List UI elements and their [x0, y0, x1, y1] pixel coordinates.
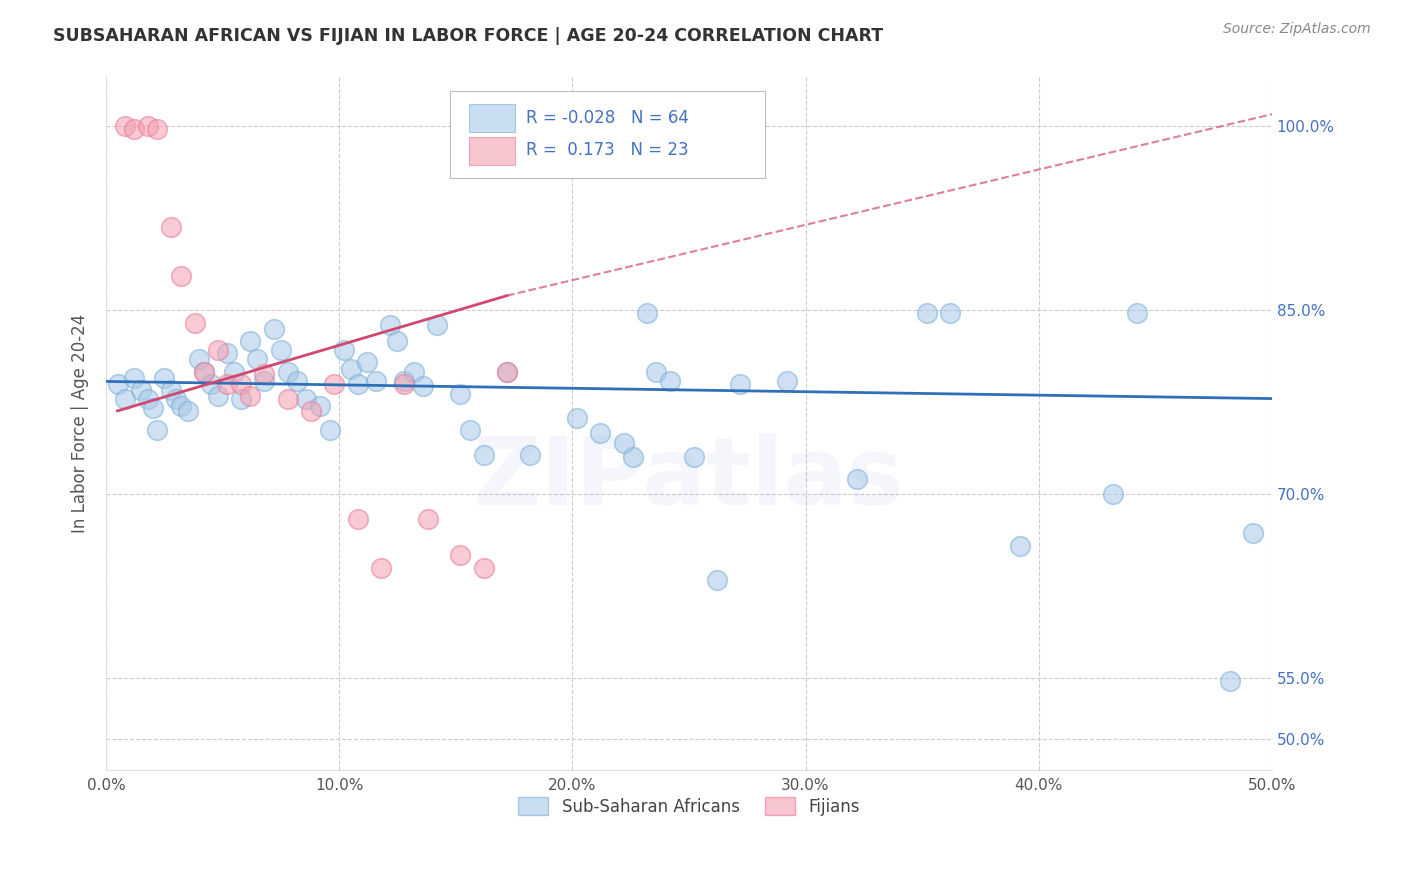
Point [621, 450, 644, 465]
Point [370, 560, 392, 574]
Text: R =  0.173   N = 23: R = 0.173 N = 23 [526, 141, 689, 159]
Text: SUBSAHARAN AFRICAN VS FIJIAN IN LABOR FORCE | AGE 20-24 CORRELATION CHART: SUBSAHARAN AFRICAN VS FIJIAN IN LABOR FO… [53, 27, 883, 45]
Point [682, 450, 704, 465]
Point [346, 376, 368, 391]
Point [645, 365, 668, 379]
Point [153, 370, 176, 384]
Point [845, 473, 868, 487]
Point [402, 365, 425, 379]
Point [319, 424, 342, 438]
Point [366, 375, 388, 389]
Point [394, 375, 416, 389]
Point [160, 383, 183, 397]
Point [107, 376, 129, 391]
Point [285, 375, 308, 389]
Point [253, 375, 276, 389]
Point [239, 334, 262, 348]
Point [146, 424, 169, 438]
Point [333, 343, 356, 357]
Point [253, 367, 276, 381]
Point [356, 355, 378, 369]
Point [1241, 526, 1264, 541]
Point [565, 411, 588, 425]
Point [122, 370, 145, 384]
Point [299, 404, 322, 418]
Point [207, 389, 229, 403]
Point [136, 120, 159, 134]
Point [1219, 673, 1241, 688]
Point [728, 376, 751, 391]
Point [188, 352, 211, 367]
Point [146, 122, 169, 136]
Point [122, 122, 145, 136]
Point [160, 219, 183, 234]
Point [169, 268, 191, 283]
Point [458, 424, 481, 438]
Point [339, 362, 361, 376]
Legend: Sub-Saharan Africans, Fijians: Sub-Saharan Africans, Fijians [510, 789, 868, 824]
Point [380, 318, 402, 332]
Point [200, 376, 222, 391]
Point [659, 375, 682, 389]
Point [412, 379, 434, 393]
Point [224, 365, 246, 379]
Point [277, 365, 299, 379]
Point [270, 343, 292, 357]
Point [141, 401, 163, 416]
Text: ZIPatlas: ZIPatlas [474, 434, 904, 525]
Point [776, 375, 799, 389]
Point [239, 389, 262, 403]
Point [346, 512, 368, 526]
Point [613, 435, 636, 450]
Y-axis label: In Labor Force | Age 20-24: In Labor Force | Age 20-24 [72, 314, 89, 533]
Point [193, 365, 215, 379]
Point [231, 392, 253, 406]
Point [416, 512, 439, 526]
Point [449, 549, 471, 563]
Point [277, 392, 299, 406]
Point [939, 306, 962, 320]
Point [309, 399, 332, 413]
Point [1125, 306, 1147, 320]
Point [1008, 539, 1031, 553]
Point [472, 560, 495, 574]
Point [246, 352, 269, 367]
Point [193, 365, 215, 379]
Point [915, 306, 938, 320]
Point [519, 448, 541, 462]
Point [472, 448, 495, 462]
Point [129, 383, 152, 397]
Point [496, 365, 519, 379]
Point [706, 573, 728, 587]
Point [263, 322, 285, 336]
Point [217, 376, 239, 391]
Point [295, 392, 318, 406]
Point [496, 365, 519, 379]
Point [136, 392, 159, 406]
Point [426, 318, 449, 332]
FancyBboxPatch shape [468, 104, 515, 132]
Point [114, 392, 136, 406]
Point [176, 404, 198, 418]
Point [323, 376, 346, 391]
Point [165, 392, 187, 406]
Point [183, 316, 205, 330]
Point [387, 334, 409, 348]
Text: Source: ZipAtlas.com: Source: ZipAtlas.com [1223, 22, 1371, 37]
Point [207, 343, 229, 357]
Point [589, 425, 612, 440]
Point [231, 376, 253, 391]
Point [394, 376, 416, 391]
Point [1102, 487, 1125, 501]
Text: R = -0.028   N = 64: R = -0.028 N = 64 [526, 109, 689, 127]
Point [169, 399, 191, 413]
Point [217, 346, 239, 360]
FancyBboxPatch shape [468, 137, 515, 165]
Point [114, 120, 136, 134]
Point [449, 386, 471, 401]
FancyBboxPatch shape [450, 91, 765, 178]
Point [636, 306, 658, 320]
